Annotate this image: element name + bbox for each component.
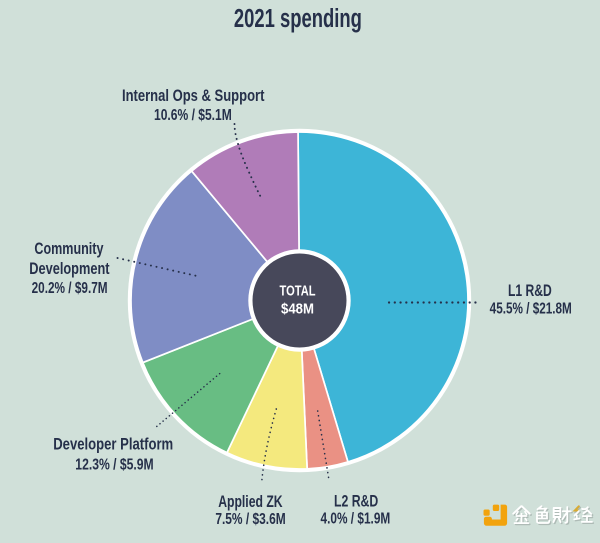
svg-text:Development: Development [29,260,109,278]
svg-text:7.5% / $3.6M: 7.5% / $3.6M [215,509,285,527]
svg-text:Internal Ops & Support: Internal Ops & Support [122,88,265,106]
svg-text:Applied ZK: Applied ZK [218,493,283,511]
svg-text:Developer Platform: Developer Platform [53,436,173,454]
svg-text:12.3% / $5.9M: 12.3% / $5.9M [75,456,153,474]
svg-text:45.5% / $21.8M: 45.5% / $21.8M [490,299,572,317]
svg-text:2021 spending: 2021 spending [234,4,362,33]
svg-text:Community: Community [34,241,104,259]
svg-text:TOTAL: TOTAL [280,282,316,299]
svg-text:20.2% / $9.7M: 20.2% / $9.7M [32,278,108,296]
svg-text:$48M: $48M [281,299,314,316]
svg-text:10.6% / $5.1M: 10.6% / $5.1M [154,107,232,125]
svg-text:4.0% / $1.9M: 4.0% / $1.9M [321,509,391,527]
svg-text:L1 R&D: L1 R&D [508,282,552,300]
svg-text:L2 R&D: L2 R&D [334,493,378,511]
